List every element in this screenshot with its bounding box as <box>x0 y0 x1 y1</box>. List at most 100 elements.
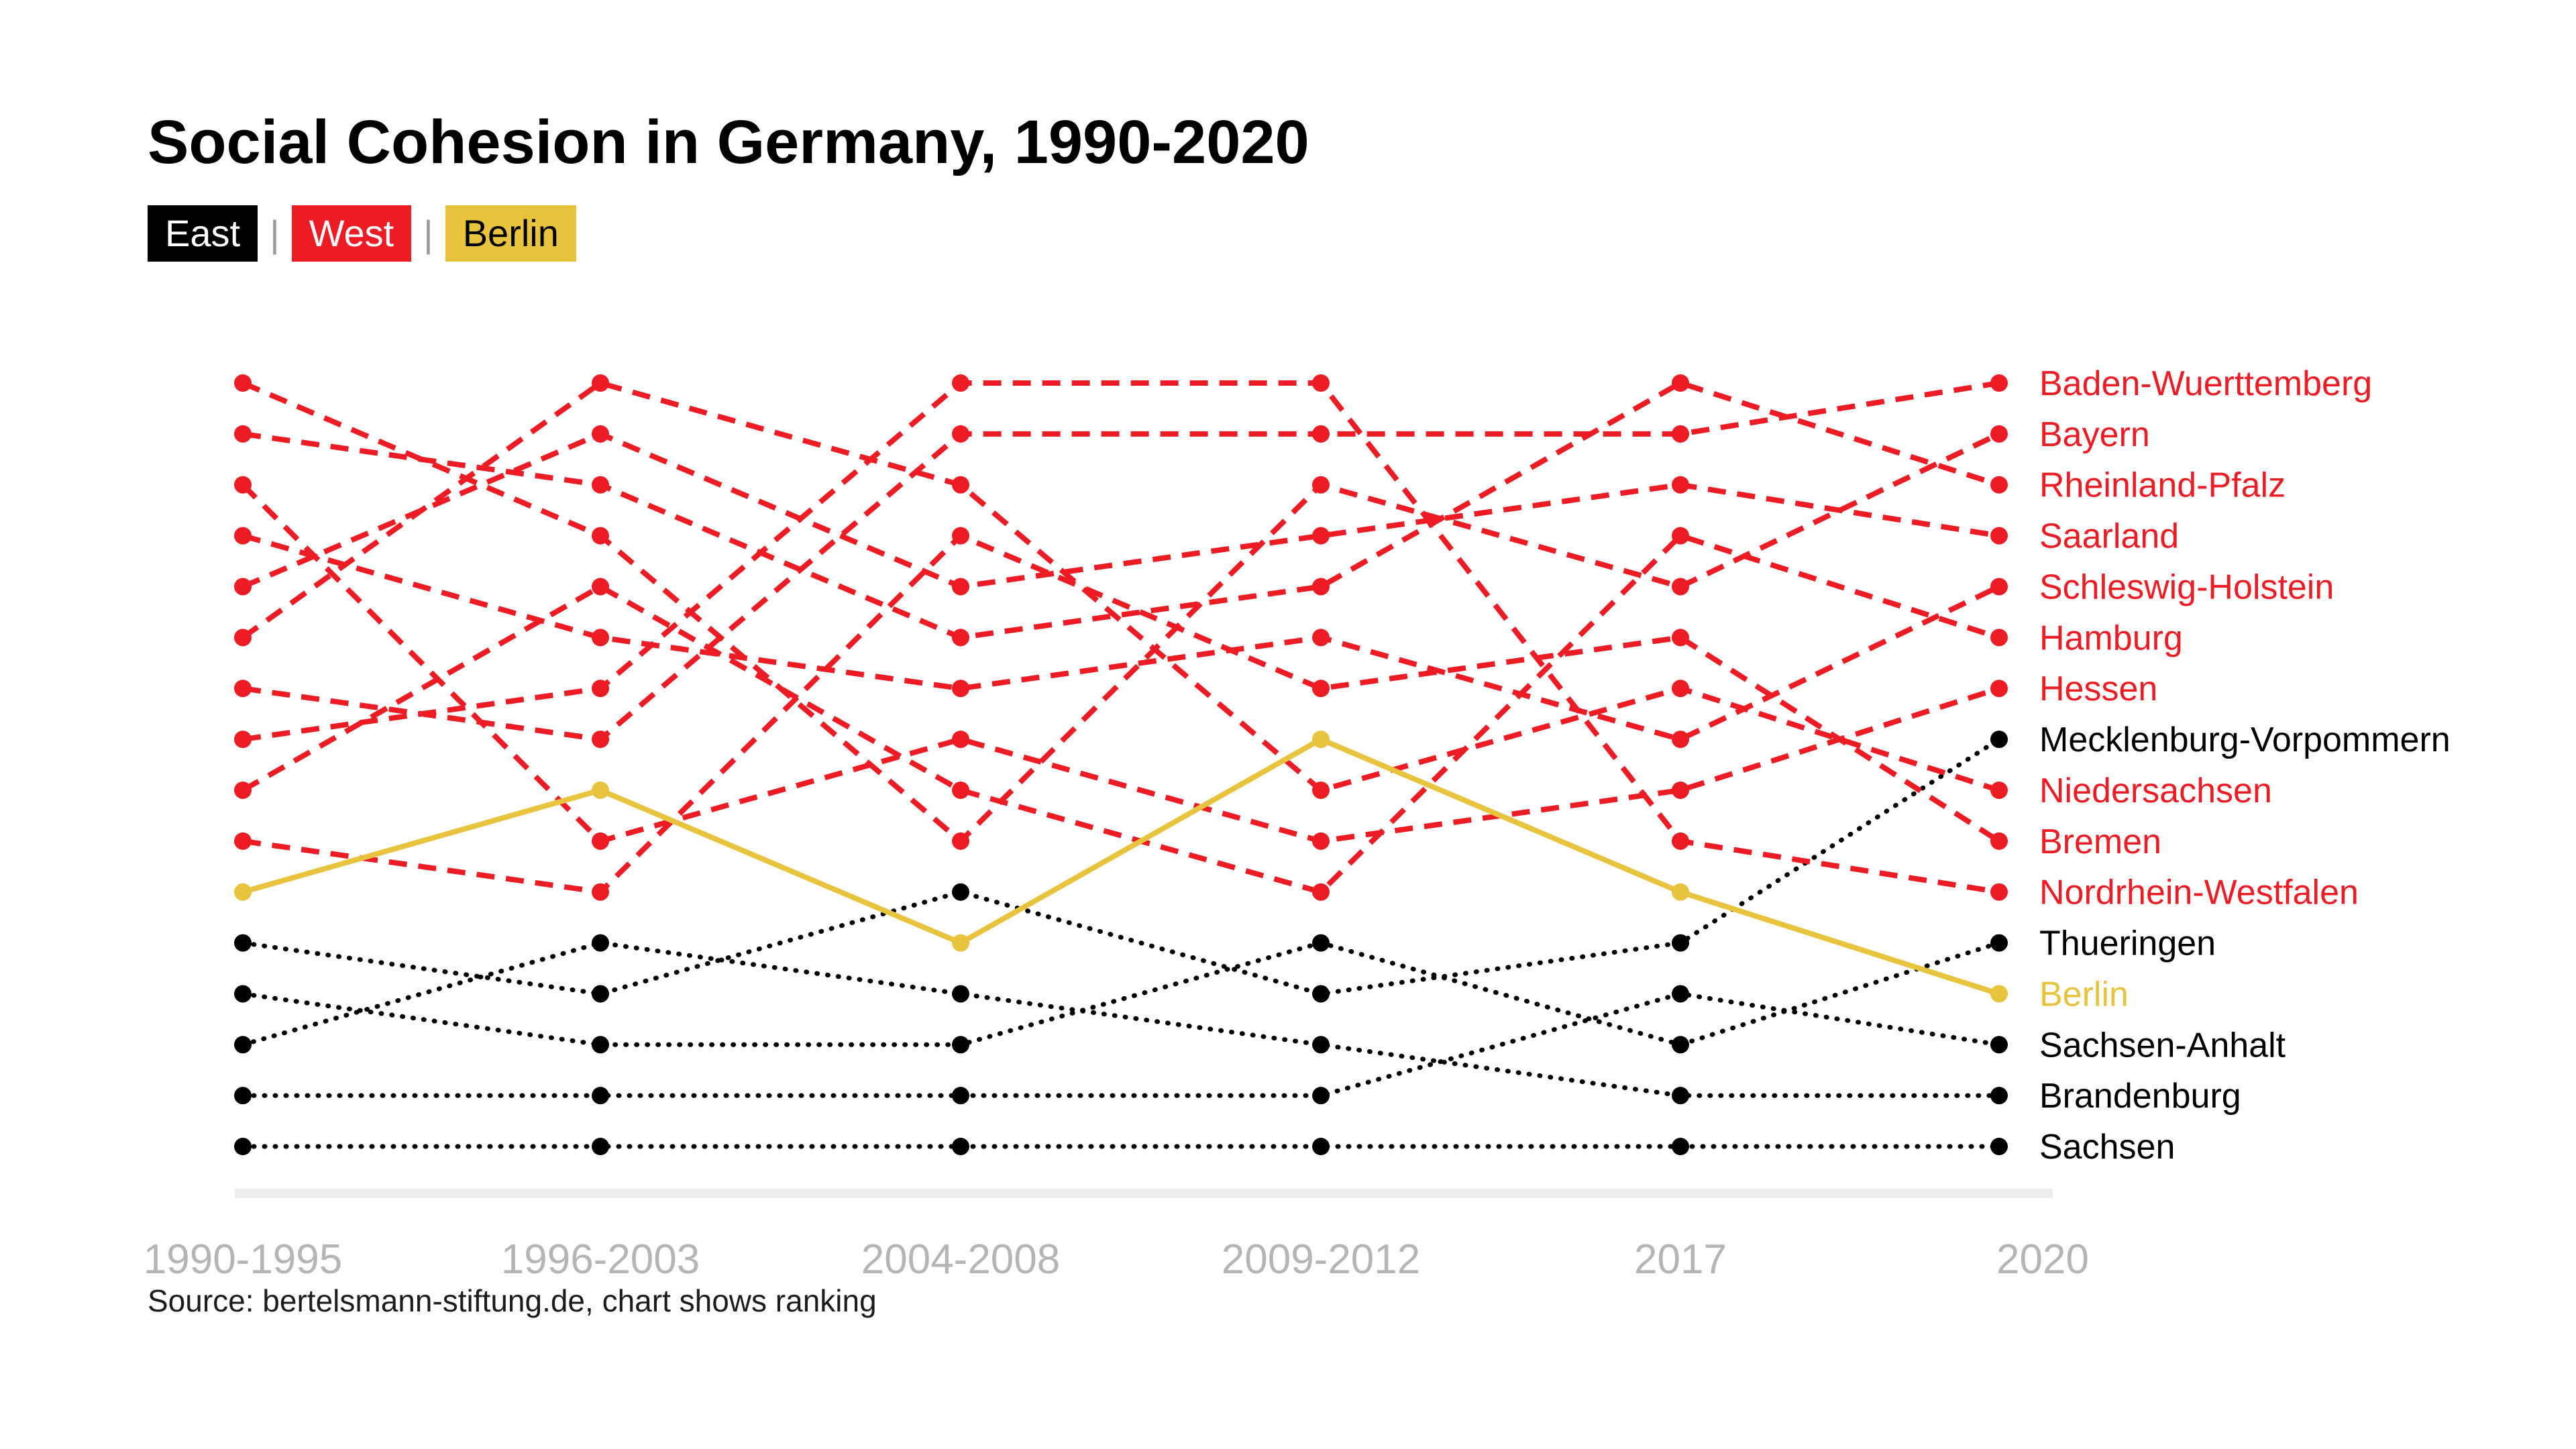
rank-dot-Schleswig-Holstein-2009-2012[interactable] <box>1312 629 1330 647</box>
rank-dot-Thueringen-1990-1995[interactable] <box>234 985 252 1003</box>
rank-dot-Thueringen-2009-2012[interactable] <box>1312 934 1330 952</box>
rank-dot-Brandenburg-1996-2003[interactable] <box>592 934 609 952</box>
rank-dot-Sachsen-Anhalt-2020[interactable] <box>1990 1036 2008 1054</box>
rank-dot-Hessen-2009-2012[interactable] <box>1312 832 1330 850</box>
rank-dot-Baden-Wuerttemberg-1996-2003[interactable] <box>592 731 609 749</box>
rank-dot-Baden-Wuerttemberg-1990-1995[interactable] <box>234 680 252 698</box>
rank-dot-Nordrhein-Westfalen-1996-2003[interactable] <box>592 680 609 698</box>
rank-dot-Saarland-1990-1995[interactable] <box>234 578 252 596</box>
rank-dot-Bayern-1990-1995[interactable] <box>234 374 252 392</box>
rank-dot-Baden-Wuerttemberg-2009-2012[interactable] <box>1312 425 1330 443</box>
rank-dot-Rheinland-Pfalz-1990-1995[interactable] <box>234 425 252 443</box>
rank-dot-Mecklenburg-Vorpommern-1990-1995[interactable] <box>234 934 252 952</box>
rank-dot-Nordrhein-Westfalen-2017[interactable] <box>1672 832 1689 850</box>
rank-dot-Hamburg-2020[interactable] <box>1990 629 2008 647</box>
rank-dot-Niedersachsen-2004-2008[interactable] <box>952 476 969 494</box>
rank-dot-Baden-Wuerttemberg-2004-2008[interactable] <box>952 425 969 443</box>
rank-dot-Schleswig-Holstein-1990-1995[interactable] <box>234 527 252 545</box>
rank-dot-Berlin-2017[interactable] <box>1672 883 1689 901</box>
rank-dot-Brandenburg-2004-2008[interactable] <box>952 985 969 1003</box>
rank-dot-Sachsen-Anhalt-1990-1995[interactable] <box>234 1087 252 1105</box>
rank-dot-Nordrhein-Westfalen-2009-2012[interactable] <box>1312 374 1330 392</box>
rank-dot-Mecklenburg-Vorpommern-2020[interactable] <box>1990 731 2008 749</box>
legend-chip-east[interactable]: East <box>148 205 258 262</box>
rank-dot-Berlin-1996-2003[interactable] <box>592 781 609 799</box>
rank-dot-Bayern-2017[interactable] <box>1672 578 1689 596</box>
rank-dot-Thueringen-1996-2003[interactable] <box>592 1036 609 1054</box>
rank-dot-Niedersachsen-1990-1995[interactable] <box>234 629 252 647</box>
rank-dot-Bayern-2004-2008[interactable] <box>952 832 969 850</box>
rank-dot-Brandenburg-2020[interactable] <box>1990 1087 2008 1105</box>
rank-dot-Nordrhein-Westfalen-2020[interactable] <box>1990 883 2008 901</box>
rank-dot-Bremen-2004-2008[interactable] <box>952 527 969 545</box>
rank-dot-Hessen-2020[interactable] <box>1990 680 2008 698</box>
rank-dot-Sachsen-Anhalt-2004-2008[interactable] <box>952 1087 969 1105</box>
rank-dot-Berlin-2009-2012[interactable] <box>1312 731 1330 749</box>
rank-dot-Brandenburg-2009-2012[interactable] <box>1312 1036 1330 1054</box>
rank-dot-Niedersachsen-1996-2003[interactable] <box>592 374 609 392</box>
rank-dot-Hamburg-2009-2012[interactable] <box>1312 883 1330 901</box>
rank-dot-Thueringen-2017[interactable] <box>1672 1036 1689 1054</box>
rank-dot-Mecklenburg-Vorpommern-2004-2008[interactable] <box>952 883 969 901</box>
rank-dot-Thueringen-2020[interactable] <box>1990 934 2008 952</box>
rank-dot-Bremen-1990-1995[interactable] <box>234 832 252 850</box>
rank-dot-Hamburg-2004-2008[interactable] <box>952 781 969 799</box>
rank-dot-Rheinland-Pfalz-1996-2003[interactable] <box>592 476 609 494</box>
rank-dot-Hessen-2017[interactable] <box>1672 781 1689 799</box>
rank-dot-Berlin-2020[interactable] <box>1990 985 2008 1003</box>
rank-dot-Hamburg-2017[interactable] <box>1672 527 1689 545</box>
rank-dot-Rheinland-Pfalz-2017[interactable] <box>1672 374 1689 392</box>
rank-dot-Bayern-2009-2012[interactable] <box>1312 476 1330 494</box>
rank-dot-Sachsen-2009-2012[interactable] <box>1312 1138 1330 1156</box>
rank-dot-Sachsen-Anhalt-1996-2003[interactable] <box>592 1087 609 1105</box>
rank-dot-Hamburg-1996-2003[interactable] <box>592 578 609 596</box>
rank-dot-Hessen-1990-1995[interactable] <box>234 476 252 494</box>
rank-dot-Bremen-2020[interactable] <box>1990 832 2008 850</box>
rank-dot-Bremen-2009-2012[interactable] <box>1312 680 1330 698</box>
rank-dot-Rheinland-Pfalz-2004-2008[interactable] <box>952 629 969 647</box>
rank-dot-Sachsen-Anhalt-2017[interactable] <box>1672 985 1689 1003</box>
state-label-Baden-Wuerttemberg: Baden-Wuerttemberg <box>2039 364 2372 403</box>
rank-dot-Hessen-2004-2008[interactable] <box>952 731 969 749</box>
rank-dot-Niedersachsen-2020[interactable] <box>1990 781 2008 799</box>
rank-dot-Schleswig-Holstein-2017[interactable] <box>1672 731 1689 749</box>
rank-dot-Saarland-1996-2003[interactable] <box>592 425 609 443</box>
legend-chip-berlin[interactable]: Berlin <box>445 205 576 262</box>
rank-dot-Brandenburg-1990-1995[interactable] <box>234 1036 252 1054</box>
rank-dot-Nordrhein-Westfalen-2004-2008[interactable] <box>952 374 969 392</box>
rank-dot-Saarland-2009-2012[interactable] <box>1312 527 1330 545</box>
rank-dot-Niedersachsen-2017[interactable] <box>1672 680 1689 698</box>
rank-dot-Bayern-2020[interactable] <box>1990 425 2008 443</box>
rank-dot-Bayern-1996-2003[interactable] <box>592 527 609 545</box>
rank-dot-Schleswig-Holstein-2020[interactable] <box>1990 578 2008 596</box>
rank-dot-Nordrhein-Westfalen-1990-1995[interactable] <box>234 731 252 749</box>
rank-dot-Sachsen-2020[interactable] <box>1990 1138 2008 1156</box>
rank-dot-Sachsen-1996-2003[interactable] <box>592 1138 609 1156</box>
rank-dot-Niedersachsen-2009-2012[interactable] <box>1312 781 1330 799</box>
rank-dot-Brandenburg-2017[interactable] <box>1672 1087 1689 1105</box>
legend-chip-west[interactable]: West <box>291 205 412 262</box>
rank-dot-Schleswig-Holstein-2004-2008[interactable] <box>952 680 969 698</box>
rank-dot-Sachsen-2017[interactable] <box>1672 1138 1689 1156</box>
rank-dot-Rheinland-Pfalz-2020[interactable] <box>1990 476 2008 494</box>
rank-dot-Schleswig-Holstein-1996-2003[interactable] <box>592 629 609 647</box>
rank-dot-Bremen-2017[interactable] <box>1672 629 1689 647</box>
rank-dot-Hessen-1996-2003[interactable] <box>592 832 609 850</box>
rank-dot-Saarland-2020[interactable] <box>1990 527 2008 545</box>
rank-dot-Sachsen-1990-1995[interactable] <box>234 1138 252 1156</box>
rank-dot-Mecklenburg-Vorpommern-2017[interactable] <box>1672 934 1689 952</box>
rank-dot-Baden-Wuerttemberg-2017[interactable] <box>1672 425 1689 443</box>
rank-dot-Mecklenburg-Vorpommern-2009-2012[interactable] <box>1312 985 1330 1003</box>
rank-dot-Saarland-2017[interactable] <box>1672 476 1689 494</box>
rank-dot-Mecklenburg-Vorpommern-1996-2003[interactable] <box>592 985 609 1003</box>
rank-dot-Sachsen-Anhalt-2009-2012[interactable] <box>1312 1087 1330 1105</box>
rank-dot-Berlin-1990-1995[interactable] <box>234 883 252 901</box>
rank-dot-Sachsen-2004-2008[interactable] <box>952 1138 969 1156</box>
rank-dot-Baden-Wuerttemberg-2020[interactable] <box>1990 374 2008 392</box>
rank-dot-Saarland-2004-2008[interactable] <box>952 578 969 596</box>
rank-dot-Hamburg-1990-1995[interactable] <box>234 781 252 799</box>
rank-dot-Bremen-1996-2003[interactable] <box>592 883 609 901</box>
rank-dot-Berlin-2004-2008[interactable] <box>952 934 969 952</box>
rank-dot-Rheinland-Pfalz-2009-2012[interactable] <box>1312 578 1330 596</box>
rank-dot-Thueringen-2004-2008[interactable] <box>952 1036 969 1054</box>
